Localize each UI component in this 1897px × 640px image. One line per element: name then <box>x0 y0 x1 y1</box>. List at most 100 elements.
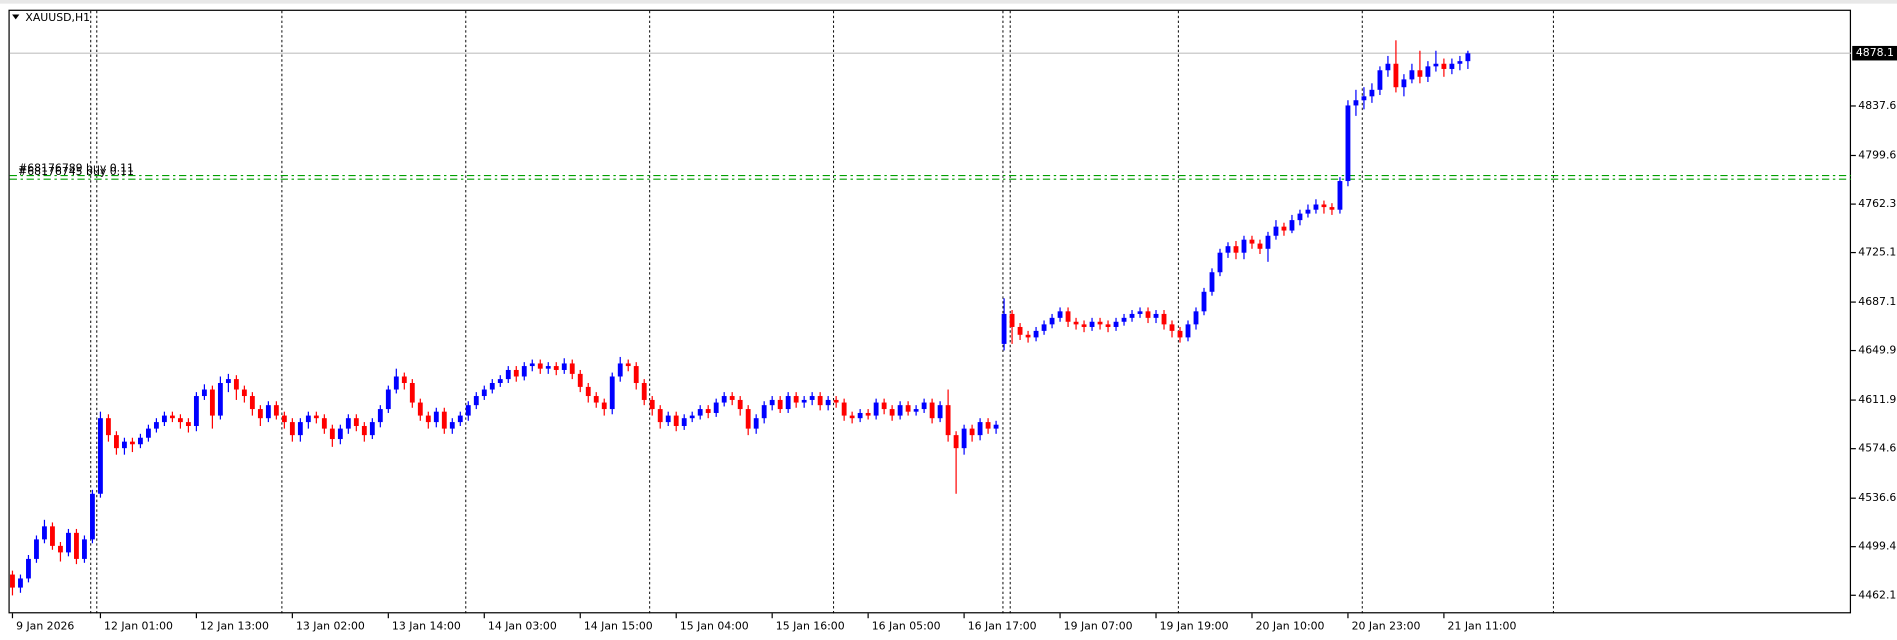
candle-body <box>161 415 167 423</box>
candle-body <box>841 402 847 416</box>
candle-body <box>1353 100 1359 106</box>
candle-body <box>114 435 119 449</box>
candle-body <box>473 396 479 406</box>
candle-body <box>721 396 727 403</box>
plot-frame <box>8 9 1852 614</box>
candle-body <box>753 418 759 429</box>
candle-body <box>913 409 919 412</box>
y-tick-label: 4762.3 <box>1858 197 1896 210</box>
order-label: #68176745 buy 0.11 <box>18 165 134 178</box>
candle-body <box>177 418 183 423</box>
candle-body <box>441 411 447 429</box>
candle-body <box>737 399 743 410</box>
candle-body <box>225 379 231 384</box>
x-tick-label: 19 Jan 07:00 <box>1064 620 1133 633</box>
candle-body <box>1121 317 1127 322</box>
candle-body <box>1305 209 1311 214</box>
candle-body <box>345 418 351 429</box>
candle-body <box>1201 291 1207 312</box>
candle-body <box>553 366 559 370</box>
candle-body <box>505 369 511 380</box>
candle-body <box>353 418 359 427</box>
candle-body <box>801 399 807 403</box>
candle-body <box>329 428 335 440</box>
y-tick-label: 4574.6 <box>1858 442 1896 455</box>
candle-body <box>625 363 631 367</box>
candle-body <box>1377 70 1383 90</box>
candle-body <box>313 415 319 419</box>
candle-body <box>1449 63 1455 69</box>
candle-body <box>689 415 695 419</box>
candle-body <box>193 396 199 427</box>
candle-body <box>905 405 911 412</box>
candle-body <box>1281 226 1287 231</box>
candle-body <box>1401 79 1407 88</box>
candle-body <box>1425 66 1431 77</box>
candle-body <box>1137 311 1143 314</box>
candle-body <box>545 366 551 369</box>
candle-body <box>785 396 791 410</box>
candle-body <box>289 422 295 436</box>
candle-body <box>26 558 31 579</box>
order-label: #68176789 buy 0.11 <box>18 161 134 174</box>
candle-body <box>489 383 495 390</box>
candle-body <box>369 422 375 436</box>
candle-body <box>1257 243 1263 249</box>
candle-body <box>601 402 607 410</box>
bid-label: 4878.1 <box>1856 46 1894 59</box>
candle-body <box>593 396 599 403</box>
candle-body <box>1369 89 1375 97</box>
candle-body <box>1465 53 1471 62</box>
candle-body <box>1113 321 1119 327</box>
y-tick-label: 4462.1 <box>1858 588 1896 601</box>
candle-body <box>1193 311 1199 325</box>
x-tick-label: 14 Jan 15:00 <box>584 620 653 633</box>
y-tick-label: 4499.4 <box>1858 540 1896 553</box>
candle-body <box>633 366 639 384</box>
candle-body <box>321 418 327 429</box>
candle-body <box>1337 181 1343 210</box>
candle-body <box>537 363 543 369</box>
candle-body <box>185 422 191 427</box>
x-tick-label: 15 Jan 04:00 <box>680 620 749 633</box>
candle-body <box>1057 311 1063 318</box>
candle-body <box>865 412 871 416</box>
collapse-icon[interactable] <box>12 14 20 20</box>
candle-body <box>433 411 439 423</box>
candle-body <box>34 539 39 559</box>
candle-body <box>1345 105 1351 182</box>
candle-body <box>985 422 991 429</box>
candle-body <box>337 428 343 440</box>
candle-body <box>1433 63 1439 67</box>
candle-body <box>153 422 159 429</box>
candle-body <box>1129 313 1135 318</box>
x-tick-label: 13 Jan 14:00 <box>392 620 461 633</box>
candle-body <box>993 424 999 429</box>
candle-body <box>1273 226 1279 236</box>
x-tick-label: 19 Jan 19:00 <box>1160 620 1229 633</box>
candle-body <box>561 363 567 370</box>
candle-body <box>889 409 895 416</box>
candle-body <box>169 415 175 419</box>
x-tick-label: 9 Jan 2026 <box>16 620 74 633</box>
candle-body <box>1241 239 1247 253</box>
candle-body <box>1105 324 1111 327</box>
candle-body <box>673 415 679 427</box>
candle-body <box>465 405 471 416</box>
candle-body <box>1065 311 1071 322</box>
candle-body <box>1169 324 1175 331</box>
candle-body <box>1409 70 1415 80</box>
candle-body <box>1145 311 1151 318</box>
candle-body <box>577 373 583 387</box>
candle-body <box>18 578 23 588</box>
candle-body <box>569 363 575 374</box>
candle-body <box>66 532 71 553</box>
candle-body <box>1313 204 1319 210</box>
candle-body <box>265 405 271 419</box>
candle-body <box>1329 207 1335 210</box>
y-tick-label: 4611.9 <box>1858 393 1896 406</box>
x-tick-label: 13 Jan 02:00 <box>296 620 365 633</box>
candle-body <box>745 409 751 429</box>
